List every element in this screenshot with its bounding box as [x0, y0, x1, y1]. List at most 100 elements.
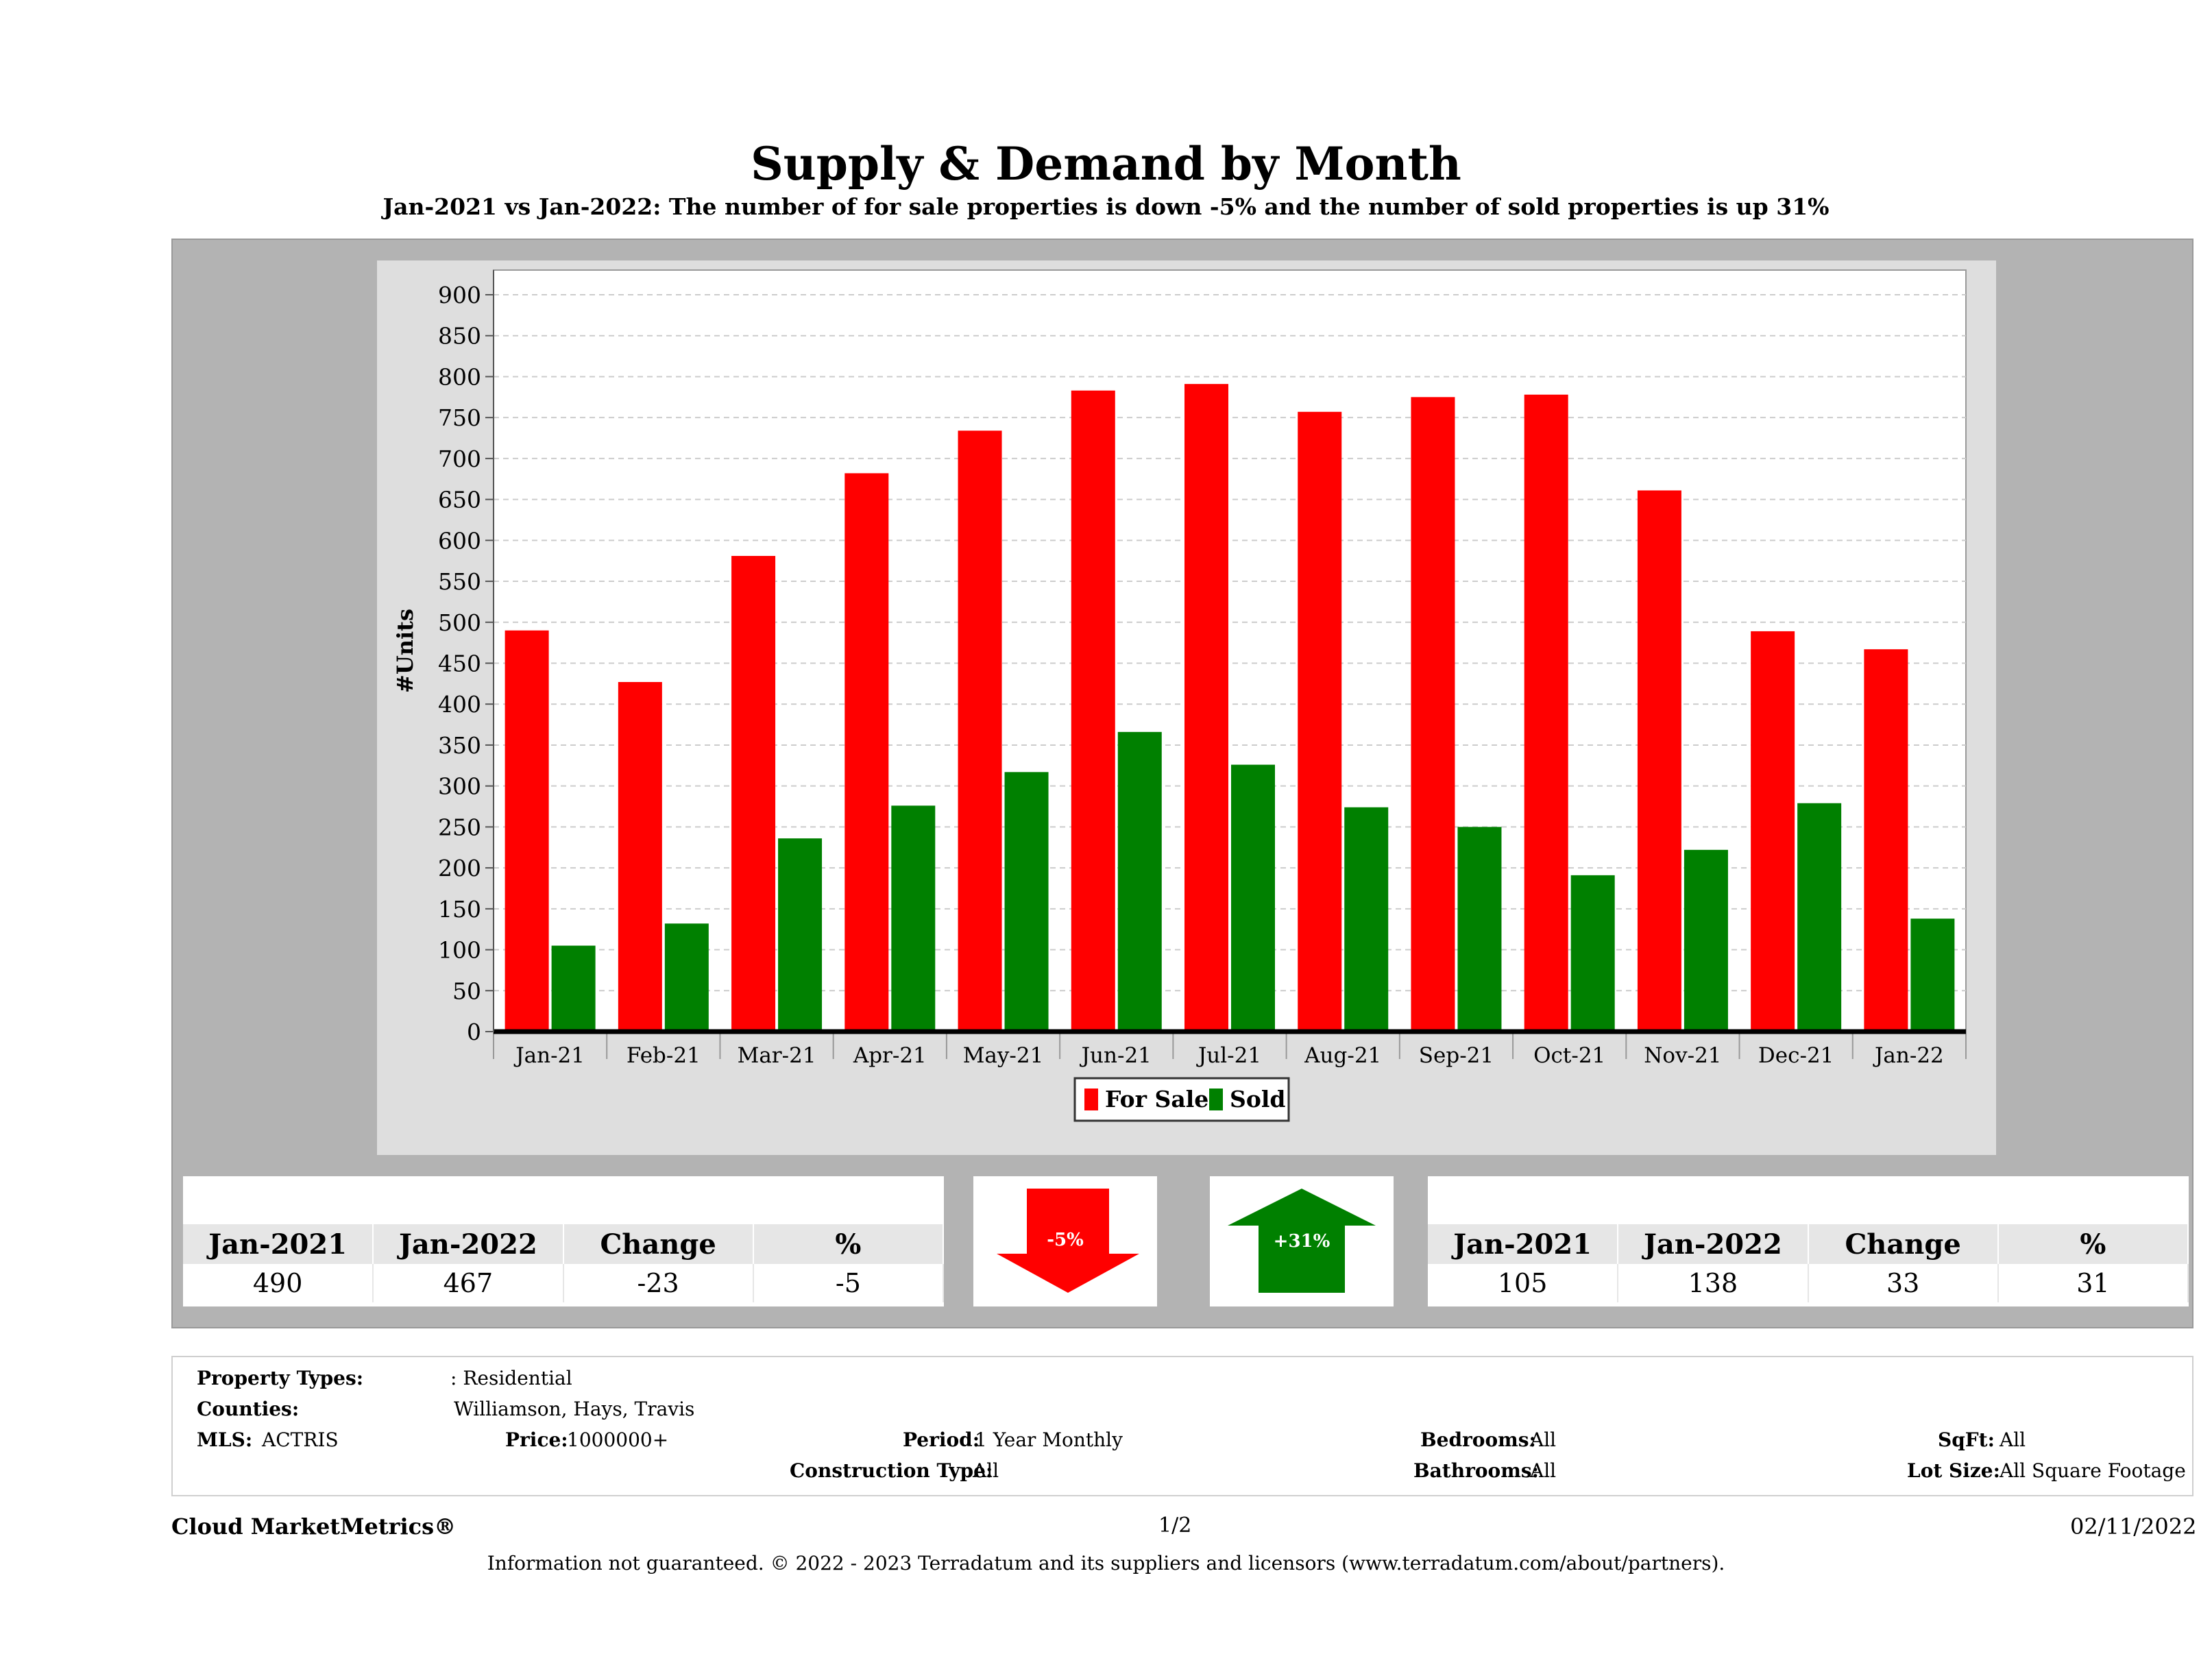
x-tick-label: Jan-21: [513, 1043, 585, 1068]
sqft-value: All: [2000, 1428, 2026, 1451]
report-date: 02/11/2022: [2070, 1513, 2197, 1540]
y-tick-label: 450: [438, 650, 481, 677]
legend-label-sold: Sold: [1230, 1086, 1285, 1112]
bar-for-sale: [1298, 411, 1342, 1032]
for-sale-stats-box: Jan-2021 Jan-2022 Change % 490 467 -23 -…: [183, 1176, 945, 1306]
property-types-value: : Residential: [450, 1367, 572, 1389]
x-tick-label: Jun-21: [1080, 1043, 1152, 1068]
for-sale-header-change: Change: [563, 1224, 754, 1264]
counties-value: Williamson, Hays, Travis: [454, 1398, 695, 1420]
sold-header-jan2021: Jan-2021: [1428, 1224, 1619, 1264]
property-types-label: Property Types:: [197, 1367, 364, 1389]
bar-for-sale: [1411, 397, 1455, 1032]
y-tick-label: 50: [452, 977, 481, 1004]
bedrooms-label: Bedrooms:: [1420, 1428, 1536, 1451]
x-tick-label: May-21: [963, 1043, 1044, 1068]
sold-stats-table: Jan-2021 Jan-2022 Change % 105 138 33 31: [1428, 1224, 2189, 1302]
y-tick-label: 700: [438, 446, 481, 472]
y-tick-label: 650: [438, 487, 481, 513]
bar-sold: [1570, 875, 1615, 1032]
x-tick-label: Feb-21: [627, 1043, 701, 1068]
bar-sold: [1231, 764, 1275, 1032]
page-number: 1/2: [1158, 1513, 1192, 1537]
x-tick-label: Apr-21: [853, 1043, 927, 1068]
bar-for-sale: [1637, 490, 1681, 1032]
for-sale-value-change: -23: [563, 1264, 754, 1302]
sold-header-jan2022: Jan-2022: [1618, 1224, 1809, 1264]
sold-header-percent: %: [1997, 1224, 2189, 1264]
y-tick-label: 750: [438, 404, 481, 431]
period-label: Period:: [903, 1428, 980, 1451]
sold-header-change: Change: [1808, 1224, 1999, 1264]
bar-sold: [1457, 827, 1502, 1032]
bar-sold: [778, 838, 823, 1032]
bar-for-sale: [1864, 649, 1908, 1032]
legend-swatch-sold: [1209, 1089, 1223, 1110]
bar-sold: [1117, 731, 1162, 1032]
for-sale-header-jan2021: Jan-2021: [183, 1224, 374, 1264]
bar-for-sale: [1071, 390, 1115, 1032]
lot-size-label: Lot Size:: [1907, 1459, 2000, 1482]
y-tick-label: 350: [438, 732, 481, 759]
y-tick-label: 900: [438, 282, 481, 308]
sold-value-percent: 31: [1997, 1264, 2189, 1302]
brand-name: Cloud MarketMetrics®: [171, 1513, 457, 1540]
for-sale-stats-table: Jan-2021 Jan-2022 Change % 490 467 -23 -…: [183, 1224, 945, 1302]
y-tick-label: 150: [438, 896, 481, 923]
mls-label: MLS:: [197, 1428, 253, 1451]
bar-for-sale: [844, 473, 889, 1032]
x-tick-label: Jul-21: [1196, 1043, 1261, 1068]
legend-label-for-sale: For Sale: [1105, 1086, 1208, 1112]
disclaimer-text: Information not guaranteed. © 2022 - 202…: [487, 1552, 1725, 1574]
for-sale-change-box: -5%: [973, 1176, 1157, 1306]
bar-for-sale: [505, 630, 549, 1032]
y-tick-label: 800: [438, 363, 481, 390]
bar-for-sale: [958, 430, 1002, 1032]
price-label: Price:: [505, 1428, 568, 1451]
y-tick-label: 550: [438, 568, 481, 595]
sold-change-box: +31%: [1210, 1176, 1394, 1306]
sold-change-label: +31%: [1273, 1231, 1330, 1252]
y-tick-label: 100: [438, 937, 481, 964]
bar-sold: [1004, 772, 1049, 1032]
x-tick-label: Mar-21: [738, 1043, 816, 1068]
y-tick-label: 850: [438, 323, 481, 350]
bar-sold: [1910, 919, 1955, 1032]
x-tick-label: Nov-21: [1644, 1043, 1721, 1068]
for-sale-value-jan2022: 467: [373, 1264, 564, 1302]
price-value: 1000000+: [567, 1428, 669, 1451]
y-tick-label: 300: [438, 773, 481, 800]
y-axis-label: #Units: [392, 609, 418, 693]
bar-for-sale: [731, 556, 776, 1032]
page-subtitle: Jan-2021 vs Jan-2022: The number of for …: [382, 193, 1830, 220]
construction-type-value: All: [973, 1459, 999, 1482]
for-sale-value-jan2021: 490: [183, 1264, 374, 1302]
sqft-label: SqFt:: [1938, 1428, 1995, 1451]
for-sale-header-jan2022: Jan-2022: [373, 1224, 564, 1264]
bedrooms-value: All: [1530, 1428, 1557, 1451]
construction-type-label: Construction Type:: [790, 1459, 993, 1482]
bar-for-sale: [1524, 394, 1568, 1032]
chart-area: 0 50 100 150 200 250 300 350 400 450 500 550 600 650 7…: [377, 260, 1996, 1155]
bar-sold: [891, 805, 936, 1032]
bar-for-sale: [1184, 384, 1228, 1032]
sold-value-jan2021: 105: [1428, 1264, 1619, 1302]
x-tick-label: Oct-21: [1533, 1043, 1605, 1068]
bathrooms-value: All: [1530, 1459, 1557, 1482]
y-tick-label: 600: [438, 527, 481, 554]
y-tick-label: 250: [438, 814, 481, 840]
period-value: 1 Year Monthly: [975, 1428, 1123, 1451]
x-tick-label: Aug-21: [1304, 1043, 1381, 1068]
up-arrow-icon: [1228, 1189, 1376, 1293]
plot-area: [493, 269, 1967, 1032]
y-tick-label: 400: [438, 691, 481, 718]
sold-stats-box: Jan-2021 Jan-2022 Change % 105 138 33 31: [1428, 1176, 2189, 1306]
y-tick-label: 0: [467, 1019, 481, 1045]
counties-label: Counties:: [197, 1398, 300, 1420]
legend-swatch-for-sale: [1084, 1089, 1098, 1110]
x-tick-label: Sep-21: [1419, 1043, 1494, 1068]
bar-for-sale: [1751, 631, 1795, 1032]
legend-box: [1073, 1077, 1290, 1122]
bar-sold: [1797, 803, 1842, 1032]
bathrooms-label: Bathrooms:: [1413, 1459, 1539, 1482]
